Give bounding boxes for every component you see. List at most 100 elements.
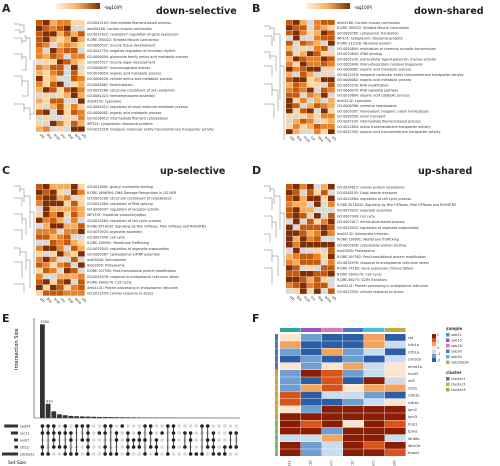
heatmap-cell (300, 92, 307, 98)
term-label: GO:0033043: regulation of organelle orga… (337, 226, 419, 230)
heatmap-cell (322, 427, 343, 435)
heatmap-cell (64, 212, 71, 218)
row-label: lcfb1b (408, 343, 420, 347)
heatmap-cell (78, 81, 85, 87)
heatmap-cell (43, 25, 50, 31)
set-size-bar (2, 452, 18, 456)
matrix-dot (223, 431, 227, 435)
matrix-dot (80, 445, 85, 449)
scale-tick: -1 (437, 352, 440, 356)
heatmap-cell (57, 120, 64, 127)
heatmap-cell (286, 98, 293, 103)
heatmap-cell (286, 282, 293, 289)
heatmap-cell (50, 42, 57, 48)
heatmap-cell (286, 118, 293, 124)
heatmap-cell (50, 184, 57, 190)
heatmap-cell (78, 126, 85, 132)
heatmap-cell (64, 223, 71, 229)
heatmap-cell (43, 81, 50, 87)
upset-ylabel: Intersection Size (14, 328, 20, 370)
heatmap-cell (78, 234, 85, 240)
intersection-bar (114, 417, 119, 418)
heatmap-cell (364, 384, 385, 392)
term-label: R-DRE-8718542: Signaling by Rho GTPases,… (87, 224, 206, 228)
heatmap-cell (43, 31, 50, 37)
heatmap-cell (328, 288, 335, 294)
heatmap-cell (36, 223, 43, 229)
heatmap-cell (322, 370, 343, 377)
heatmap-cell (293, 82, 300, 88)
heatmap-cell (57, 200, 64, 207)
heatmap-cell (328, 98, 335, 103)
term-label: R-DRE-112316: Neuronal System (337, 42, 391, 46)
heatmap-cell (57, 53, 64, 59)
heatmap-cell (293, 20, 300, 25)
heatmap-cell (293, 113, 300, 119)
heatmap-cell (328, 56, 335, 62)
legend-swatch (446, 333, 450, 337)
cluster-band (275, 391, 278, 399)
heatmap-cell (307, 20, 314, 25)
term-label: GO:0019001: guanyl nucleotide binding (87, 185, 153, 189)
term-label: GO:0007017: microtubule-based process (337, 220, 405, 224)
matrix-dot (97, 438, 102, 442)
heatmap-cell (293, 259, 300, 265)
panel-label-f: F (252, 312, 260, 325)
cluster-band (275, 370, 278, 377)
heatmap-cell (71, 104, 78, 110)
heatmap-cell (293, 288, 300, 294)
heatmap-cell (343, 362, 364, 370)
row-label: tmb1 (408, 422, 417, 426)
term-label: GO:0006094: glutamine family amino acid … (87, 55, 188, 59)
heatmap-cell (36, 262, 43, 268)
heatmap-cell (64, 115, 71, 121)
heatmap-cell (343, 384, 364, 392)
heatmap-cell (43, 245, 50, 251)
heatmap-cell (64, 290, 71, 296)
heatmap-cell (78, 42, 85, 48)
heatmap-cell (280, 334, 301, 341)
heatmap-cell (307, 25, 314, 31)
heatmap-cell (293, 189, 300, 196)
heatmap-cell (321, 236, 328, 242)
intersection-bar (40, 324, 45, 418)
heatmap-cell (307, 218, 314, 225)
heatmap-cell (321, 276, 328, 283)
intersection-bar (125, 417, 131, 418)
heatmap-cell (286, 25, 293, 31)
heatmap-cell (36, 251, 43, 257)
matrix-dot (97, 445, 102, 449)
heatmap-cell (364, 427, 385, 435)
heatmap-cell (36, 115, 43, 121)
heatmap-cell (307, 213, 314, 219)
heatmap-cell (307, 108, 314, 114)
matrix-dot (211, 424, 216, 428)
heatmap-cell (307, 98, 314, 103)
heatmap-cell (328, 92, 335, 98)
heatmap-cell (321, 195, 328, 202)
heatmap-cell (293, 195, 300, 202)
heatmap-cell (364, 442, 385, 449)
heatmap-cell (328, 124, 335, 129)
heatmap-cell (322, 420, 343, 428)
heatmap-cell (280, 370, 301, 377)
heatmap-cell (286, 213, 293, 219)
heatmap-cell (300, 201, 307, 207)
heatmap-cell (50, 87, 57, 93)
heatmap-cell (385, 391, 406, 399)
term-label: dre03050: Proteasome (337, 249, 375, 253)
heatmap-cell (286, 46, 293, 51)
heatmap-cell (307, 253, 314, 260)
matrix-dot (205, 452, 210, 456)
matrix-dot (91, 452, 96, 456)
heatmap-cell (280, 434, 301, 442)
heatmap-cell (50, 279, 57, 285)
heatmap-cell (71, 212, 78, 218)
heatmap-cell (280, 391, 301, 399)
term-label: R-DRE-5696394: DNA Damage Recognition in… (87, 191, 177, 195)
scale-label-a: -log10(P) (104, 5, 123, 10)
heatmap-cell (36, 273, 43, 279)
heatmap-cell (36, 31, 43, 37)
set-name: oxi07 (20, 439, 29, 443)
heatmap-cell (364, 362, 385, 370)
